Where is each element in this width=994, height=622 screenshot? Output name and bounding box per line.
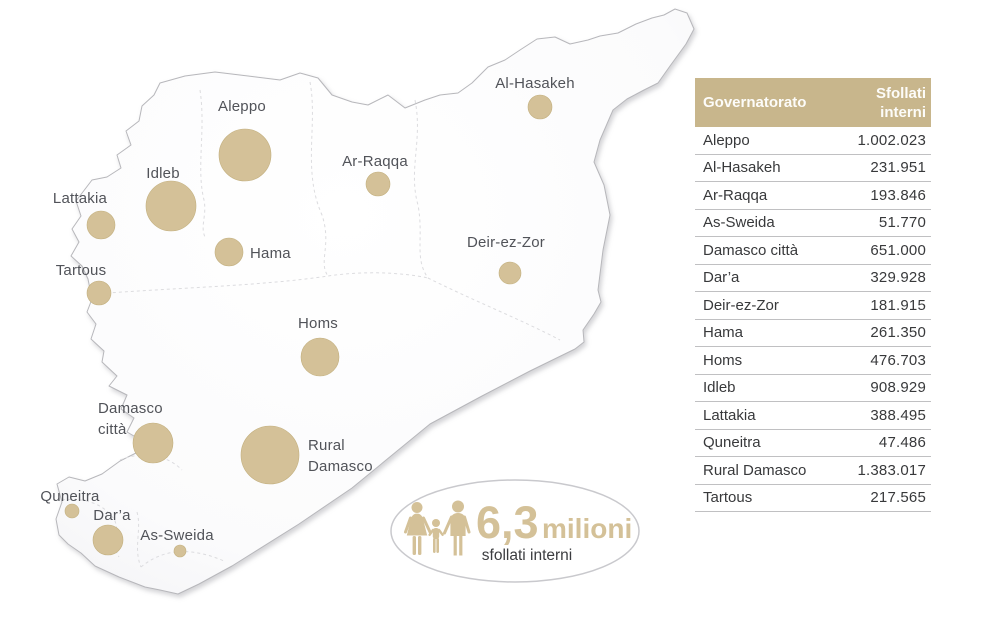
bubble-tartous [86, 280, 112, 306]
governorate-name: Lattakia [703, 406, 756, 424]
table-row: Tartous 217.565 [695, 485, 931, 512]
idp-count: 908.929 [870, 379, 926, 397]
bubble-deir-ez-zor [498, 261, 522, 285]
callout-caption: sfollati interni [482, 547, 572, 564]
idp-count: 231.951 [870, 159, 926, 177]
governorate-border [413, 99, 429, 279]
idp-count: 329.928 [870, 269, 926, 287]
header-governorate: Governatorato [703, 94, 807, 111]
map-label-as-sweida: As-Sweida [140, 527, 214, 544]
header-idp-count: Sfollati interni [875, 84, 926, 121]
map-label-al-hasakeh: Al-Hasakeh [495, 75, 575, 92]
table-row: Rural Damasco 1.383.017 [695, 457, 931, 485]
callout-number: 6,3 [476, 497, 539, 548]
idp-count: 1.002.023 [857, 131, 926, 149]
bubble-damasco-citta [132, 422, 174, 464]
callout-unit: milioni [542, 513, 632, 544]
map-label-ar-raqqa: Ar-Raqqa [342, 153, 408, 170]
governorate-name: Deir-ez-Zor [703, 296, 779, 314]
governorate-name: Al-Hasakeh [703, 159, 781, 177]
governorate-name: Dar’a [703, 269, 740, 287]
table-row: Deir-ez-Zor 181.915 [695, 292, 931, 320]
map-label-homs: Homs [298, 315, 338, 332]
map-label-rural-damasco: Rural Damasco [308, 437, 373, 475]
table-row: Dar’a 329.928 [695, 265, 931, 292]
map-label-hama: Hama [250, 245, 291, 262]
table-row: Hama 261.350 [695, 320, 931, 347]
map-label-damasco-citta: Damasco città [98, 400, 163, 438]
governorate-name: Ar-Raqqa [703, 186, 768, 204]
map-label-lattakia: Lattakia [53, 190, 108, 207]
table-row: Al-Hasakeh 231.951 [695, 155, 931, 182]
table-row: Aleppo 1.002.023 [695, 127, 931, 155]
bubble-ar-raqqa [365, 171, 391, 197]
bubble-hama [214, 237, 244, 267]
bubble-quneitra [64, 503, 80, 519]
idp-count: 388.495 [870, 406, 926, 424]
idp-count: 476.703 [870, 351, 926, 369]
table-row: As-Sweida 51.770 [695, 210, 931, 237]
idp-count: 651.000 [870, 241, 926, 259]
map-label-idleb: Idleb [146, 165, 180, 182]
bubble-idleb [145, 180, 197, 232]
map-label-quneitra: Quneitra [40, 488, 100, 505]
table-row: Damasco città 651.000 [695, 237, 931, 265]
table-row: Homs 476.703 [695, 347, 931, 375]
table-row: Quneitra 47.486 [695, 430, 931, 457]
governorate-border [199, 89, 206, 238]
governorate-border [119, 454, 183, 471]
idp-count: 193.846 [870, 186, 926, 204]
family-icon [404, 500, 471, 556]
idp-table: Governatorato Sfollati interni Aleppo 1.0… [695, 78, 931, 512]
governorate-border [136, 511, 142, 568]
map-label-dara: Dar’a [93, 507, 131, 524]
table-row: Ar-Raqqa 193.846 [695, 182, 931, 210]
governorate-name: Quneitra [703, 434, 761, 452]
table-row: Lattakia 388.495 [695, 402, 931, 430]
bubble-rural-damasco [240, 425, 300, 485]
governorate-name: Idleb [703, 379, 736, 397]
map-label-deir-ez-zor: Deir-ez-Zor [467, 234, 545, 251]
governorate-name: Homs [703, 351, 743, 369]
governorate-border [94, 272, 429, 295]
idp-table-header: Governatorato Sfollati interni [695, 78, 931, 127]
bubble-aleppo [218, 128, 272, 182]
idp-bubbles: Aleppo Idleb Lattakia Tartous Hama Homs Ar-Raq… [40, 75, 575, 558]
bubble-as-sweida [173, 544, 187, 558]
idp-count: 217.565 [870, 489, 926, 507]
table-row: Idleb 908.929 [695, 375, 931, 402]
governorate-name: Hama [703, 324, 744, 342]
map-label-tartous: Tartous [56, 262, 107, 279]
idp-count: 1.383.017 [857, 461, 926, 479]
bubble-homs [300, 337, 340, 377]
idp-count: 181.915 [870, 296, 926, 314]
bubble-al-hasakeh [527, 94, 553, 120]
governorate-name: Aleppo [703, 131, 750, 149]
governorate-name: Damasco città [703, 241, 799, 259]
idp-count: 261.350 [870, 324, 926, 342]
governorate-name: As-Sweida [703, 214, 775, 232]
idp-table-body: Aleppo 1.002.023 Al-Hasakeh 231.951 Ar-Raqqa… [695, 127, 931, 512]
idp-count: 51.770 [878, 214, 926, 232]
bubble-dara [92, 524, 124, 556]
bubble-lattakia [86, 210, 116, 240]
governorate-name: Rural Damasco [703, 461, 807, 479]
governorate-border [309, 81, 329, 277]
total-callout: 6,3 milioni sfollati interni [390, 479, 640, 583]
idp-count: 47.486 [878, 434, 926, 452]
governorate-name: Tartous [703, 489, 753, 507]
map-label-aleppo: Aleppo [218, 98, 266, 115]
